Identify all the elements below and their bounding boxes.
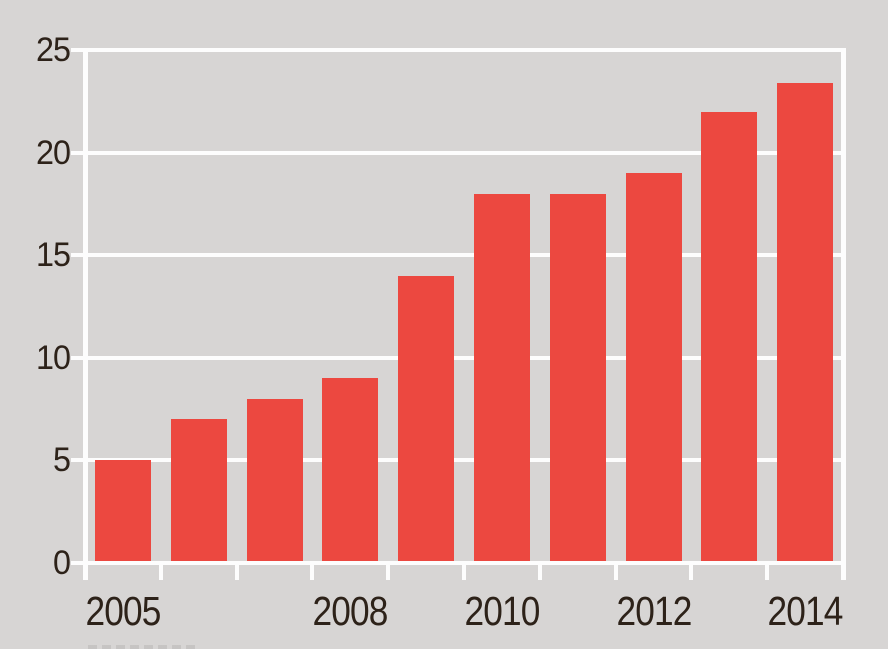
x-tick-label-2008: 2008 [312, 588, 389, 634]
bar-2013 [701, 111, 758, 563]
y-tick-label-10: 10 [35, 338, 71, 377]
x-axis-tick [310, 563, 315, 580]
bar-2010 [473, 193, 530, 563]
y-tick-label-5: 5 [52, 441, 71, 480]
bar-2009 [398, 275, 455, 563]
y-axis-line [83, 48, 88, 580]
y-tick-label-20: 20 [35, 133, 71, 172]
x-axis-tick [765, 563, 770, 580]
x-tick-label-2012: 2012 [615, 588, 692, 634]
x-axis-tick [158, 563, 163, 580]
x-axis-tick [462, 563, 466, 580]
x-tick-label-2010: 2010 [464, 588, 540, 634]
cropped-caption-remnant [88, 645, 198, 649]
x-axis-tick [613, 563, 618, 580]
bar-2008 [322, 378, 379, 563]
y-gridline-25 [71, 48, 843, 52]
bar-2014 [777, 82, 834, 563]
x-tick-label-2014: 2014 [767, 588, 844, 634]
y-gridline-15 [71, 253, 843, 258]
bar-2011 [549, 193, 606, 563]
x-axis-tick [234, 563, 239, 580]
y-gridline-5 [71, 458, 843, 463]
y-tick-label-25: 25 [35, 31, 71, 69]
bar-2005 [94, 460, 151, 563]
bar-2006 [170, 419, 227, 563]
x-axis-baseline [71, 561, 843, 565]
y-gridline-10 [71, 355, 843, 360]
y-tick-label-15: 15 [35, 236, 71, 275]
x-axis-tick [537, 563, 542, 580]
y-tick-label-0: 0 [52, 544, 71, 582]
y-gridline-20 [71, 150, 843, 155]
bar-2012 [625, 173, 682, 563]
plot-right-border [841, 48, 846, 580]
x-tick-label-2005: 2005 [85, 588, 161, 634]
x-axis-tick [689, 563, 694, 580]
bar-2007 [246, 398, 303, 563]
x-axis-tick [386, 563, 391, 580]
